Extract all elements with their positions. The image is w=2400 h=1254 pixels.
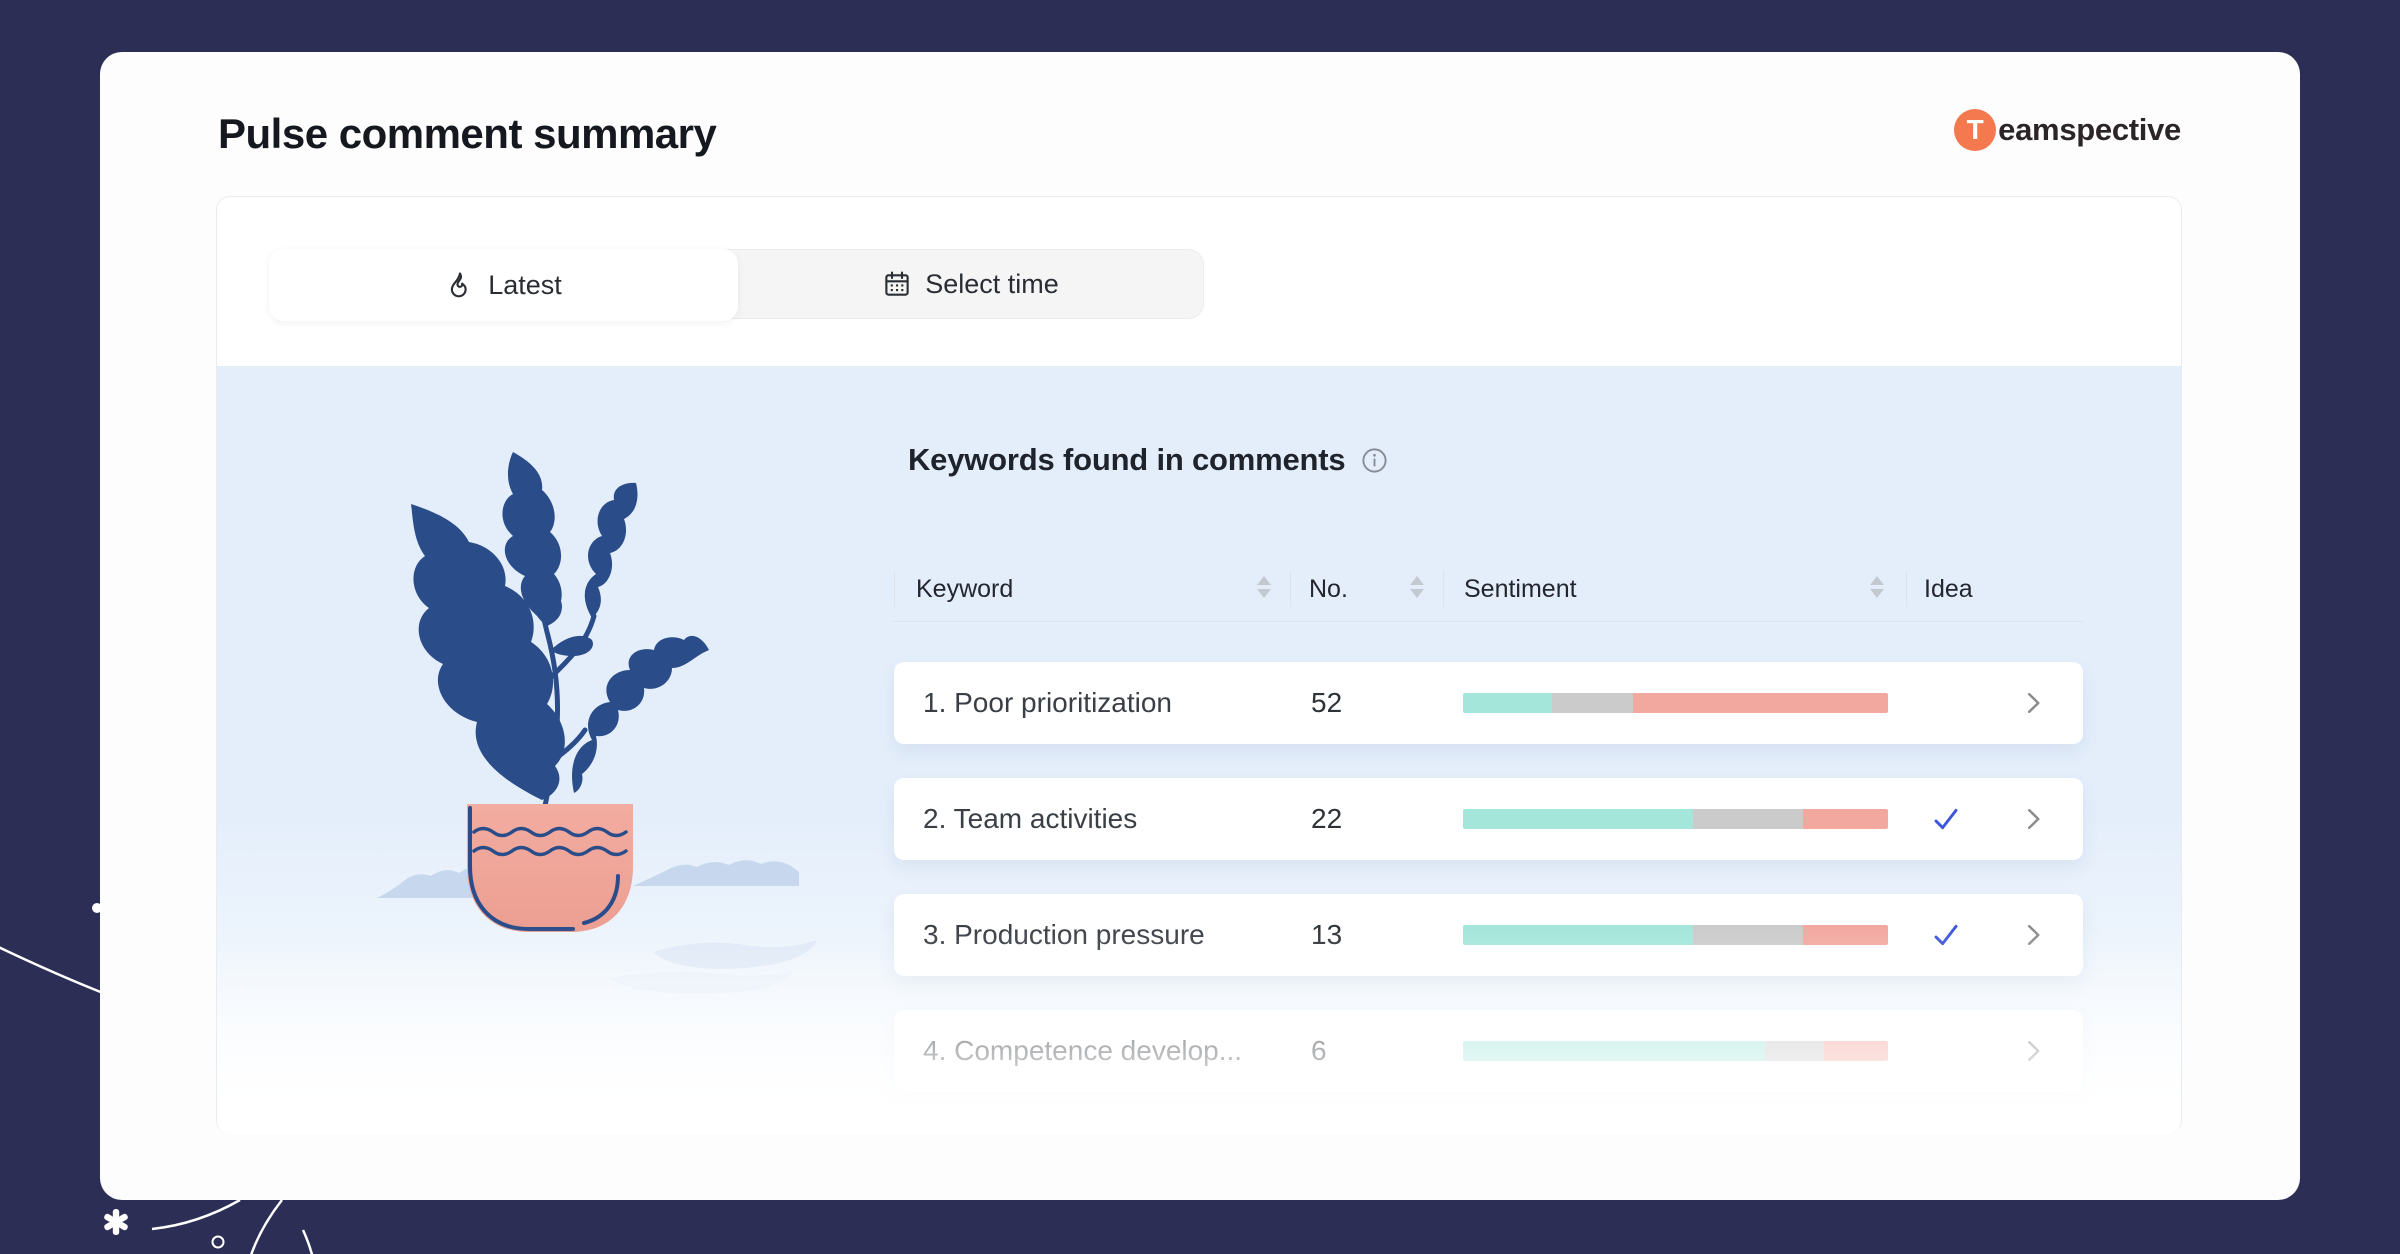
info-circle-icon[interactable] <box>1360 446 1389 475</box>
tab-latest-label: Latest <box>488 269 562 300</box>
sort-carets-icon[interactable] <box>1410 576 1424 598</box>
sentiment-positive-segment <box>1463 809 1693 829</box>
count-cell: 22 <box>1311 803 1343 834</box>
tab-latest[interactable]: Latest <box>269 249 738 321</box>
chevron-right-icon[interactable] <box>2018 920 2048 950</box>
keyword-cell: 4. Competence develop... <box>923 1035 1243 1066</box>
calendar-icon <box>885 271 909 296</box>
chevron-right-icon[interactable] <box>2018 804 2048 834</box>
sort-carets-icon[interactable] <box>1870 576 1884 598</box>
keywords-panel: Keywords found in comments Keyword No. <box>217 366 2181 1134</box>
sort-carets-icon[interactable] <box>1257 576 1271 598</box>
sentiment-negative-segment <box>1633 693 1888 713</box>
keywords-content: Keywords found in comments Keyword No. <box>894 366 2083 1134</box>
decor-arc-left <box>0 946 104 995</box>
sentiment-bar <box>1463 925 1888 945</box>
decor-arc-bottom-2 <box>250 1199 283 1254</box>
brand-logo: T eamspective <box>1954 108 2181 152</box>
tab-select-time[interactable]: Select time <box>738 250 1203 318</box>
column-header-keyword[interactable]: Keyword <box>916 575 1014 603</box>
sentiment-positive-segment <box>1463 1041 1765 1061</box>
sentiment-negative-segment <box>1803 809 1888 829</box>
flame-icon <box>451 272 467 298</box>
time-filter-tabs: Latest Select time <box>269 249 1204 321</box>
sentiment-bar <box>1463 1041 1888 1061</box>
sentiment-bar <box>1463 809 1888 829</box>
idea-check-icon <box>1934 808 1958 830</box>
keyword-row[interactable]: 2. Team activities 22 <box>894 778 2083 860</box>
decor-dot <box>92 903 102 913</box>
brand-logo-icon: T <box>1954 109 1997 151</box>
decor-circle-outline <box>211 1235 225 1249</box>
main-card: Pulse comment summary T eamspective Late… <box>100 52 2300 1200</box>
sentiment-positive-segment <box>1463 693 1553 713</box>
sentiment-bar <box>1463 693 1888 713</box>
column-header-sentiment[interactable]: Sentiment <box>1464 575 1577 603</box>
keyword-row[interactable]: 3. Production pressure 13 <box>894 894 2083 976</box>
chevron-right-icon[interactable] <box>2018 1036 2048 1066</box>
count-cell: 13 <box>1311 919 1343 950</box>
summary-panel: Latest Select time <box>216 196 2182 1134</box>
decor-arc-bottom-1 <box>151 1198 241 1231</box>
decor-arc-bottom-3 <box>301 1229 314 1254</box>
tab-select-time-label: Select time <box>925 268 1059 299</box>
sentiment-neutral-segment <box>1692 809 1803 829</box>
chevron-right-icon[interactable] <box>2018 688 2048 718</box>
sentiment-neutral-segment <box>1692 925 1803 945</box>
keyword-cell: 2. Team activities <box>923 803 1138 834</box>
keyword-row[interactable]: 4. Competence develop... 6 <box>894 1010 2083 1092</box>
column-header-idea: Idea <box>1924 575 1973 603</box>
sentiment-negative-segment <box>1803 925 1888 945</box>
table-header: Keyword No. Sentiment Idea <box>894 556 2083 622</box>
keyword-cell: 3. Production pressure <box>923 919 1205 950</box>
count-cell: 6 <box>1311 1035 1327 1066</box>
brand-logo-text: eamspective <box>1998 112 2181 147</box>
sentiment-neutral-segment <box>1764 1041 1825 1061</box>
sentiment-negative-segment <box>1824 1041 1888 1061</box>
column-header-no[interactable]: No. <box>1309 575 1348 603</box>
sentiment-positive-segment <box>1463 925 1693 945</box>
keyword-row[interactable]: 1. Poor prioritization 52 <box>894 662 2083 744</box>
sentiment-neutral-segment <box>1552 693 1633 713</box>
section-heading: Keywords found in comments <box>908 442 1389 478</box>
decor-gear-icon <box>104 1209 128 1235</box>
page-title: Pulse comment summary <box>218 110 717 157</box>
plant-illustration <box>377 452 817 994</box>
idea-check-icon <box>1934 924 1958 946</box>
section-heading-text: Keywords found in comments <box>908 442 1346 477</box>
keyword-cell: 1. Poor prioritization <box>923 687 1173 718</box>
count-cell: 52 <box>1311 687 1343 718</box>
